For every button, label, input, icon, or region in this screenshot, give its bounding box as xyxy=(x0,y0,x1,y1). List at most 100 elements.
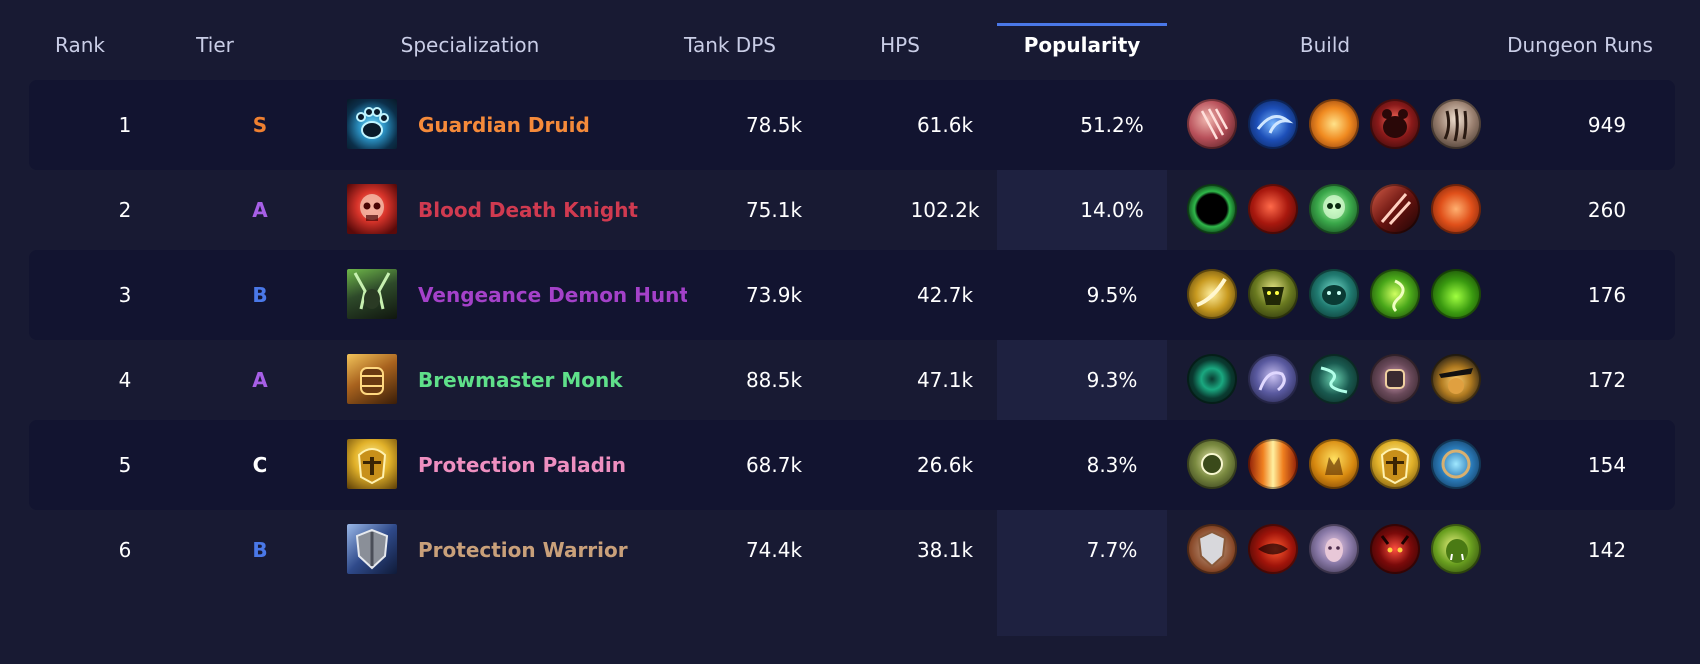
dungeon-runs-cell: 260 xyxy=(1587,198,1627,222)
tank-dps-cell: 88.5k xyxy=(745,368,803,392)
fel-fire-icon[interactable] xyxy=(1431,269,1481,319)
spec-name-link[interactable]: Protection Paladin xyxy=(418,453,626,477)
rank-cell: 1 xyxy=(118,113,132,137)
tank-dps-cell: 73.9k xyxy=(745,283,803,307)
spec-name-link[interactable]: Brewmaster Monk xyxy=(418,368,623,392)
divine-guard-icon[interactable] xyxy=(1309,439,1359,489)
spirit-dragon-icon[interactable] xyxy=(1248,354,1298,404)
header-tier[interactable]: Tier xyxy=(196,33,234,57)
tier-badge: S xyxy=(252,113,268,137)
build-talents xyxy=(1187,354,1487,406)
monk-hat-icon[interactable] xyxy=(1431,354,1481,404)
popularity-cell: 8.3% xyxy=(1086,453,1138,477)
teal-beast-icon[interactable] xyxy=(1309,269,1359,319)
tier-badge: B xyxy=(252,283,268,307)
brew-keg-icon xyxy=(347,354,397,404)
popularity-cell: 9.5% xyxy=(1086,283,1138,307)
dungeon-runs-cell: 154 xyxy=(1587,453,1627,477)
table-row[interactable]: 6 B Protection Warrior 74.4k 38.1k 7.7% 142 xyxy=(29,505,1675,595)
rank-cell: 3 xyxy=(118,283,132,307)
table-row[interactable]: 1 S Guardian Druid 78.5k 61.6k 51.2% 949 xyxy=(29,80,1675,170)
build-talents xyxy=(1187,524,1487,576)
table-row[interactable]: 5 C Protection Paladin 68.7k 26.6k 8.3% 154 xyxy=(29,420,1675,510)
fist-rune-icon[interactable] xyxy=(1370,354,1420,404)
hps-cell: 61.6k xyxy=(916,113,974,137)
spirit-face-icon[interactable] xyxy=(1309,524,1359,574)
header-hps[interactable]: HPS xyxy=(880,33,920,57)
demon-mask-icon[interactable] xyxy=(1248,269,1298,319)
serpent-icon[interactable] xyxy=(1309,354,1359,404)
orc-face-icon[interactable] xyxy=(1431,524,1481,574)
tank-dps-cell: 75.1k xyxy=(745,198,803,222)
blood-orb-icon[interactable] xyxy=(1248,184,1298,234)
jade-vortex-icon[interactable] xyxy=(1187,354,1237,404)
spec-name-link[interactable]: Blood Death Knight xyxy=(418,198,638,222)
hps-cell: 26.6k xyxy=(916,453,974,477)
tank-dps-cell: 74.4k xyxy=(745,538,803,562)
header-build[interactable]: Build xyxy=(1299,33,1351,57)
blood-skull-icon xyxy=(347,184,397,234)
popularity-cell: 9.3% xyxy=(1086,368,1138,392)
hps-cell: 47.1k xyxy=(916,368,974,392)
tier-badge: A xyxy=(252,368,268,392)
hps-cell: 38.1k xyxy=(916,538,974,562)
bear-claw-icon[interactable] xyxy=(1431,99,1481,149)
rank-cell: 6 xyxy=(118,538,132,562)
fel-swirl-icon[interactable] xyxy=(1370,269,1420,319)
build-talents xyxy=(1187,184,1487,236)
tank-dps-cell: 68.7k xyxy=(745,453,803,477)
table-header: Rank Tier Specialization Tank DPS HPS Po… xyxy=(0,0,1700,86)
red-bear-icon[interactable] xyxy=(1370,99,1420,149)
spec-name-link[interactable]: Vengeance Demon Hunter xyxy=(418,283,687,307)
sort-indicator xyxy=(997,23,1167,26)
golden-helm-icon[interactable] xyxy=(1370,439,1420,489)
table-row[interactable]: 2 A Blood Death Knight 75.1k 102.2k 14.0% 260 xyxy=(29,165,1675,255)
dungeon-runs-cell: 949 xyxy=(1587,113,1627,137)
green-portal-icon[interactable] xyxy=(1187,184,1237,234)
claw-slash-icon[interactable] xyxy=(1187,99,1237,149)
blue-shield-icon[interactable] xyxy=(1431,439,1481,489)
header-popularity[interactable]: Popularity xyxy=(1023,33,1141,57)
red-rune-icon[interactable] xyxy=(1431,184,1481,234)
dungeon-runs-cell: 176 xyxy=(1587,283,1627,307)
red-charge-icon[interactable] xyxy=(1248,524,1298,574)
header-specialization[interactable]: Specialization xyxy=(400,33,540,57)
table-row[interactable]: 3 B Vengeance Demon Hunter 73.9k 42.7k 9.5% 17… xyxy=(29,250,1675,340)
holy-light-icon[interactable] xyxy=(1248,439,1298,489)
flame-orb-icon[interactable] xyxy=(1309,99,1359,149)
hps-cell: 102.2k xyxy=(910,198,980,222)
demon-horns-icon xyxy=(347,269,397,319)
hps-cell: 42.7k xyxy=(916,283,974,307)
round-shield-icon[interactable] xyxy=(1187,524,1237,574)
warrior-shield-icon xyxy=(347,524,397,574)
build-talents xyxy=(1187,99,1487,151)
dungeon-runs-cell: 142 xyxy=(1587,538,1627,562)
tier-badge: C xyxy=(252,453,268,477)
golden-helm-icon xyxy=(347,439,397,489)
spec-name-link[interactable]: Protection Warrior xyxy=(418,538,628,562)
tier-badge: B xyxy=(252,538,268,562)
demon-face-icon[interactable] xyxy=(1370,524,1420,574)
header-dungeon-runs[interactable]: Dungeon Runs xyxy=(1507,33,1653,57)
spec-name-link[interactable]: Guardian Druid xyxy=(418,113,590,137)
tier-badge: A xyxy=(252,198,268,222)
holy-crest-icon[interactable] xyxy=(1187,439,1237,489)
build-talents xyxy=(1187,269,1487,321)
build-talents xyxy=(1187,439,1487,491)
rank-cell: 5 xyxy=(118,453,132,477)
blue-swirl-icon[interactable] xyxy=(1248,99,1298,149)
rank-cell: 2 xyxy=(118,198,132,222)
golden-blade-icon[interactable] xyxy=(1187,269,1237,319)
bear-paw-icon xyxy=(347,99,397,149)
popularity-cell: 14.0% xyxy=(1080,198,1144,222)
blood-blades-icon[interactable] xyxy=(1370,184,1420,234)
header-tank-dps[interactable]: Tank DPS xyxy=(684,33,776,57)
table-row[interactable]: 4 A Brewmaster Monk 88.5k 47.1k 9.3% 172 xyxy=(29,335,1675,425)
popularity-cell: 7.7% xyxy=(1086,538,1138,562)
green-skull-icon[interactable] xyxy=(1309,184,1359,234)
tank-dps-cell: 78.5k xyxy=(745,113,803,137)
popularity-cell: 51.2% xyxy=(1080,113,1144,137)
header-rank[interactable]: Rank xyxy=(55,33,105,57)
sorted-column-highlight xyxy=(997,86,1167,636)
